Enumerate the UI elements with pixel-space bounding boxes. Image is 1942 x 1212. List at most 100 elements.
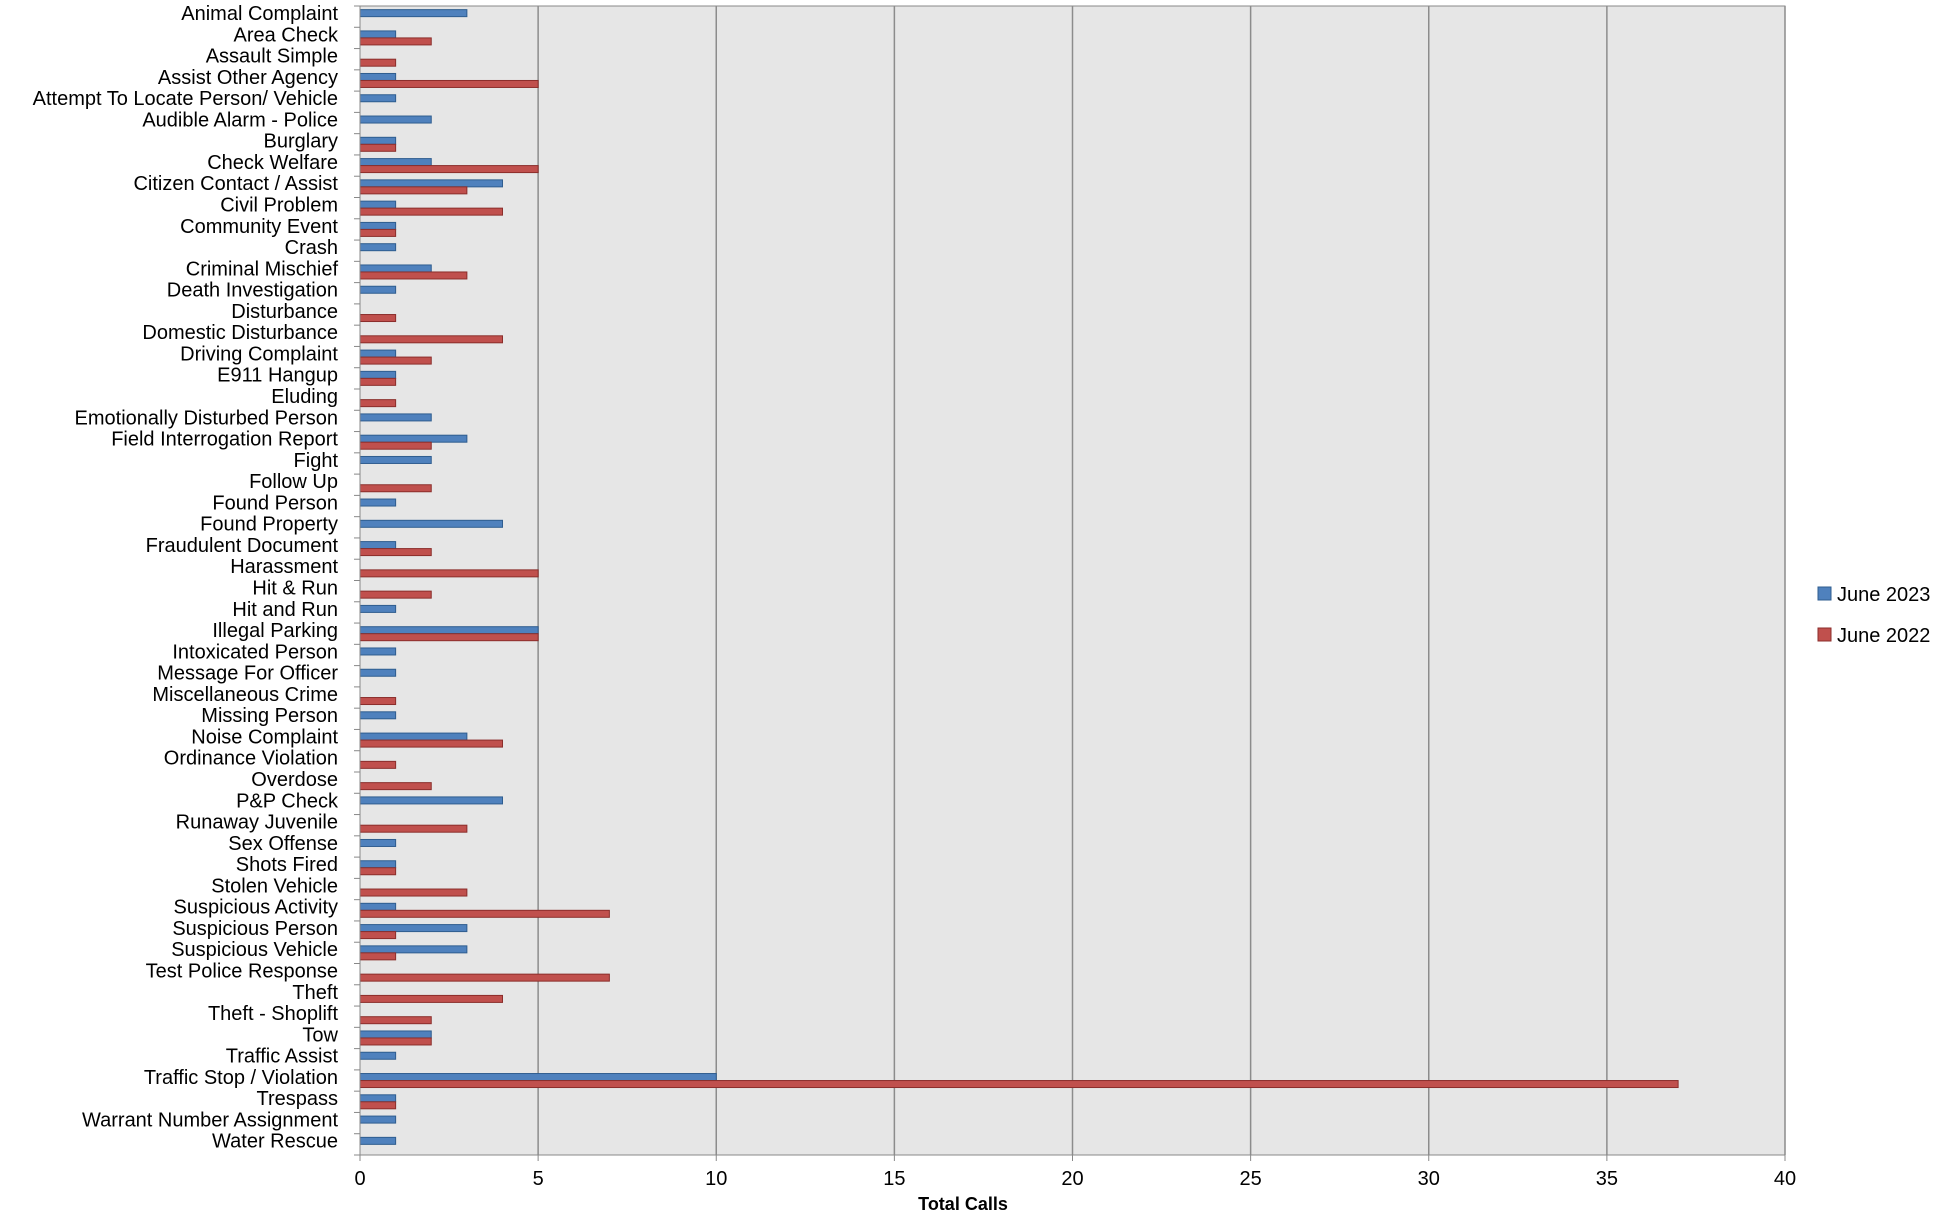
bar-june-2022 bbox=[359, 271, 468, 280]
category-label: Message For Officer bbox=[157, 663, 338, 685]
bar-june-2022 bbox=[359, 377, 397, 386]
bar-june-2023 bbox=[359, 838, 397, 847]
bar-june-2023 bbox=[359, 221, 397, 230]
bar-june-2023 bbox=[359, 72, 397, 81]
category-label: Runaway Juvenile bbox=[176, 812, 338, 834]
legend: June 2023 June 2022 bbox=[1817, 584, 1930, 647]
category-label: Warrant Number Assignment bbox=[82, 1109, 338, 1131]
bar-june-2023 bbox=[359, 498, 397, 507]
category-label: Traffic Assist bbox=[226, 1046, 339, 1068]
category-label: Field Interrogation Report bbox=[111, 429, 338, 451]
bar-june-2022 bbox=[359, 37, 432, 46]
category-label: Domestic Disturbance bbox=[142, 322, 338, 344]
x-tick-label: 0 bbox=[354, 1168, 365, 1190]
bar-june-2023 bbox=[359, 434, 468, 443]
bar-june-2023 bbox=[359, 924, 468, 933]
category-label: Hit & Run bbox=[252, 578, 338, 600]
category-label: Illegal Parking bbox=[212, 620, 338, 642]
category-label: P&P Check bbox=[236, 790, 339, 812]
category-label: Ordinance Violation bbox=[164, 748, 338, 770]
bar-june-2023 bbox=[359, 732, 468, 741]
category-label: Suspicious Activity bbox=[173, 897, 338, 919]
category-label: Noise Complaint bbox=[191, 726, 338, 748]
bar-june-2023 bbox=[359, 860, 397, 869]
category-label: Shots Fired bbox=[236, 854, 338, 876]
bar-june-2022 bbox=[359, 973, 610, 982]
bar-june-2022 bbox=[359, 314, 397, 323]
category-label: Suspicious Vehicle bbox=[171, 939, 338, 961]
category-label: Missing Person bbox=[201, 705, 338, 727]
bar-june-2023 bbox=[359, 1094, 397, 1103]
category-label: Audible Alarm - Police bbox=[142, 109, 338, 131]
y-axis-ticks bbox=[354, 5, 360, 1156]
category-label: Harassment bbox=[230, 556, 338, 578]
bar-june-2023 bbox=[359, 647, 397, 656]
gridlines bbox=[537, 6, 1786, 1155]
bar-june-2022 bbox=[359, 697, 397, 706]
bar-june-2023 bbox=[359, 1136, 397, 1145]
x-tick-label: 20 bbox=[1061, 1168, 1083, 1190]
bar-june-2022 bbox=[359, 1080, 1679, 1089]
category-label: Sex Offense bbox=[228, 833, 338, 855]
bar-june-2023 bbox=[359, 94, 397, 103]
x-tick-label: 30 bbox=[1418, 1168, 1440, 1190]
bar-june-2022 bbox=[359, 228, 397, 237]
category-label: Found Property bbox=[200, 514, 338, 536]
category-label: Suspicious Person bbox=[172, 918, 338, 940]
bar-june-2022 bbox=[359, 888, 468, 897]
x-tick-label: 10 bbox=[705, 1168, 727, 1190]
bar-june-2022 bbox=[359, 909, 610, 918]
bar-june-2023 bbox=[359, 796, 503, 805]
bar-june-2023 bbox=[359, 519, 503, 528]
category-label: Traffic Stop / Violation bbox=[144, 1067, 338, 1089]
category-label: E911 Hangup bbox=[217, 365, 338, 387]
category-label: Death Investigation bbox=[167, 280, 338, 302]
bar-june-2022 bbox=[359, 1016, 432, 1025]
legend-swatch bbox=[1817, 586, 1832, 601]
bar-june-2023 bbox=[359, 1073, 717, 1082]
x-tick-label: 15 bbox=[883, 1168, 905, 1190]
bar-june-2023 bbox=[359, 668, 397, 677]
bar-june-2023 bbox=[359, 413, 432, 422]
category-label: Assist Other Agency bbox=[158, 67, 338, 89]
legend-label: June 2022 bbox=[1837, 625, 1930, 647]
category-label: Community Event bbox=[180, 216, 338, 238]
category-label: Miscellaneous Crime bbox=[152, 684, 338, 706]
legend-swatch bbox=[1817, 627, 1832, 642]
bar-june-2022 bbox=[359, 399, 397, 408]
category-label: Tow bbox=[302, 1024, 338, 1046]
category-label: Burglary bbox=[264, 131, 338, 153]
category-label: Check Welfare bbox=[207, 152, 338, 174]
category-label: Theft bbox=[292, 982, 338, 1004]
category-label: Fraudulent Document bbox=[146, 535, 339, 557]
bar-june-2023 bbox=[359, 902, 397, 911]
category-label: Criminal Mischief bbox=[186, 258, 339, 280]
bar-june-2022 bbox=[359, 165, 539, 174]
bar-june-2023 bbox=[359, 711, 397, 720]
category-label: Eluding bbox=[271, 386, 338, 408]
bar-june-2022 bbox=[359, 590, 432, 599]
bar-june-2022 bbox=[359, 760, 397, 769]
bar-june-2022 bbox=[359, 1037, 432, 1046]
bar-june-2022 bbox=[359, 782, 432, 791]
bar-june-2023 bbox=[359, 349, 397, 358]
bar-june-2023 bbox=[359, 541, 397, 550]
bar-june-2023 bbox=[359, 115, 432, 124]
bar-june-2022 bbox=[359, 633, 539, 642]
bar-june-2023 bbox=[359, 604, 397, 613]
x-tick-label: 35 bbox=[1596, 1168, 1618, 1190]
bar-june-2022 bbox=[359, 931, 397, 940]
category-label: Stolen Vehicle bbox=[211, 875, 338, 897]
bar-june-2023 bbox=[359, 370, 397, 379]
bar-june-2023 bbox=[359, 136, 397, 145]
bar-june-2022 bbox=[359, 1101, 397, 1110]
bar-june-2022 bbox=[359, 441, 432, 450]
category-label: Citizen Contact / Assist bbox=[133, 173, 338, 195]
category-label: Crash bbox=[285, 237, 338, 259]
bar-june-2023 bbox=[359, 200, 397, 209]
bar-june-2022 bbox=[359, 58, 397, 67]
bar-june-2022 bbox=[359, 952, 397, 961]
category-label: Driving Complaint bbox=[180, 343, 338, 365]
bar-june-2022 bbox=[359, 207, 503, 216]
